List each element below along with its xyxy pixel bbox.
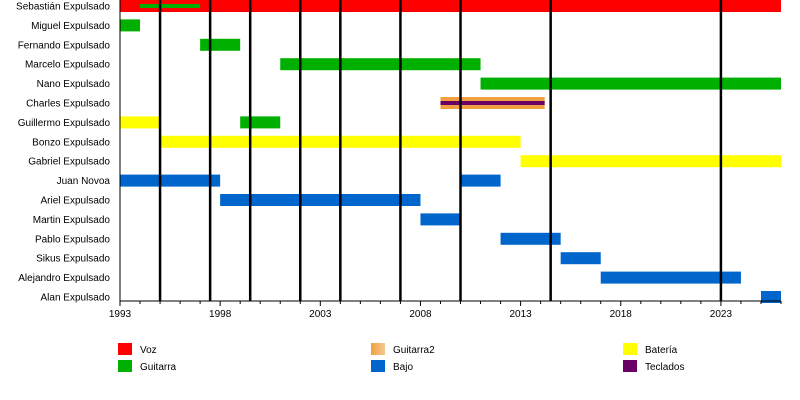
member-bar-guitarra: [240, 116, 281, 129]
member-bar-bajo: [600, 271, 741, 284]
member-label: Charles Expulsado: [26, 99, 110, 110]
member-label: Martin Expulsado: [33, 215, 111, 226]
member-bar-bajo: [120, 174, 221, 187]
member-bar-guitarra: [200, 38, 241, 51]
member-label: Fernando Expulsado: [18, 40, 111, 51]
member-bar-bajo: [420, 213, 461, 226]
legend-swatch-voz: [118, 343, 132, 355]
member-bar-bajo: [220, 194, 421, 206]
legend-label-bajo: Bajo: [393, 362, 413, 373]
member-label: Pablo Expulsado: [35, 234, 110, 245]
event-lines-layer: [158, 0, 723, 301]
legend-swatch-bateria: [623, 343, 637, 355]
legend-label-guitarra: Guitarra: [140, 362, 177, 373]
member-label: Guillermo Expulsado: [18, 118, 111, 129]
x-tick-label: 1998: [209, 309, 232, 320]
member-bar-bajo: [560, 252, 601, 265]
legend-label-guitarra2: Guitarra2: [393, 345, 435, 356]
legend-label-teclados: Teclados: [645, 362, 684, 373]
legend-swatch-guitarra: [118, 360, 132, 372]
member-label: Ariel Expulsado: [41, 196, 111, 207]
member-label: Sikus Expulsado: [36, 254, 110, 265]
member-label: Miguel Expulsado: [31, 21, 110, 32]
member-bar-bajo: [500, 232, 561, 245]
member-bar-bateria: [120, 116, 161, 129]
member-label: Marcelo Expulsado: [25, 60, 110, 71]
x-axis: 1993 1998 2003 2008 2013 2018 2023: [109, 0, 782, 320]
member-bar-bajo: [760, 291, 781, 303]
member-bar-voz: [120, 0, 781, 12]
member-label: Bonzo Expulsado: [32, 137, 110, 148]
member-label: Juan Novoa: [57, 176, 111, 187]
member-bar-bajo: [460, 174, 501, 187]
member-label: Alejandro Expulsado: [18, 273, 110, 284]
x-tick-label: 2013: [509, 309, 532, 320]
legend-swatch-teclados: [623, 360, 637, 372]
member-bar-guitarra: [480, 77, 781, 90]
member-bar-guitarra-thin: [140, 4, 201, 8]
legend-swatch-bajo: [371, 360, 385, 372]
legend-label-voz: Voz: [140, 345, 157, 356]
x-tick-label: 2018: [610, 309, 633, 320]
member-bar-guitarra: [280, 58, 481, 71]
legend-swatch-guitarra2: [371, 343, 385, 355]
member-label: Nano Expulsado: [37, 79, 111, 90]
legend-label-bateria: Batería: [645, 345, 678, 356]
x-tick-label: 2008: [409, 309, 432, 320]
member-bar-guitarra: [120, 19, 141, 32]
x-tick-label: 1993: [109, 309, 132, 320]
x-tick-label: 2003: [309, 309, 332, 320]
member-label: Sebastián Expulsado: [16, 2, 110, 13]
member-label: Gabriel Expulsado: [28, 157, 110, 168]
member-bar-teclados-thin: [440, 101, 545, 105]
x-tick-label: 2023: [710, 309, 733, 320]
member-bar-bateria: [520, 155, 781, 168]
legend: Voz Guitarra Guitarra2 Bajo Batería Teclados: [118, 343, 684, 373]
member-label: Alan Expulsado: [41, 293, 111, 304]
member-labels-layer: Sebastián Expulsado Miguel Expulsado Ferna…: [16, 2, 110, 304]
